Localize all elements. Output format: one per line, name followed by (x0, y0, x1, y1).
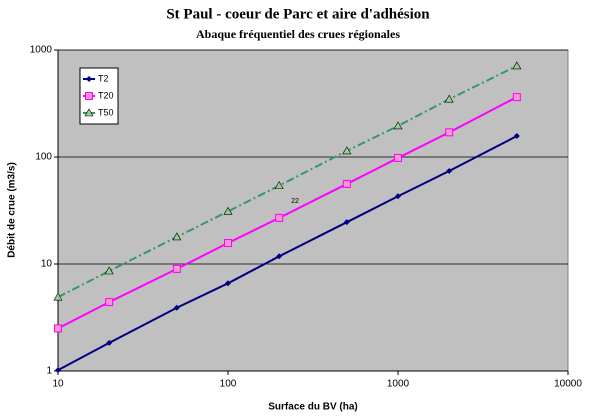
marker (275, 213, 284, 222)
marker (276, 253, 283, 260)
marker (444, 94, 454, 103)
y-tick-label: 1 (46, 366, 52, 377)
legend-marker (86, 76, 92, 82)
chart-title: St Paul - coeur de Parc et aire d'adhési… (166, 6, 430, 22)
marker (173, 304, 180, 311)
marker (512, 61, 522, 70)
chart-subtitle: Abaque fréquentiel des crues régionales (196, 27, 400, 41)
legend-label: T50 (98, 107, 114, 117)
marker (393, 121, 403, 130)
marker (225, 280, 231, 287)
annotation: 22 (291, 198, 299, 205)
marker (446, 167, 453, 174)
marker (274, 181, 284, 189)
x-tick-label: 10000 (554, 379, 582, 390)
marker (54, 324, 62, 333)
marker (394, 153, 402, 162)
marker (513, 133, 520, 140)
marker (445, 128, 454, 137)
marker (106, 339, 113, 346)
marker (172, 264, 181, 273)
marker (105, 298, 114, 307)
marker (53, 292, 63, 301)
marker (104, 266, 114, 275)
marker (342, 179, 351, 188)
marker (395, 193, 401, 200)
y-tick-label: 1000 (30, 45, 53, 56)
marker (342, 146, 352, 155)
marker (172, 232, 182, 241)
y-tick-label: 100 (35, 152, 52, 163)
marker (223, 206, 233, 215)
legend-marker (84, 108, 94, 117)
y-axis-label: Débit de crue (m3/s) (7, 162, 18, 258)
x-tick-label: 1000 (387, 379, 410, 390)
plot-area (57, 49, 569, 372)
marker (224, 239, 232, 248)
marker (512, 93, 521, 102)
legend-label: T20 (98, 90, 114, 100)
marker (55, 367, 61, 374)
x-tick-label: 100 (220, 379, 237, 390)
legend-label: T2 (98, 73, 109, 83)
x-axis-label: Surface du BV (ha) (268, 402, 357, 413)
x-tick-label: 10 (52, 379, 64, 390)
legend-marker (85, 92, 93, 100)
marker (343, 219, 350, 226)
y-tick-label: 10 (41, 259, 53, 270)
